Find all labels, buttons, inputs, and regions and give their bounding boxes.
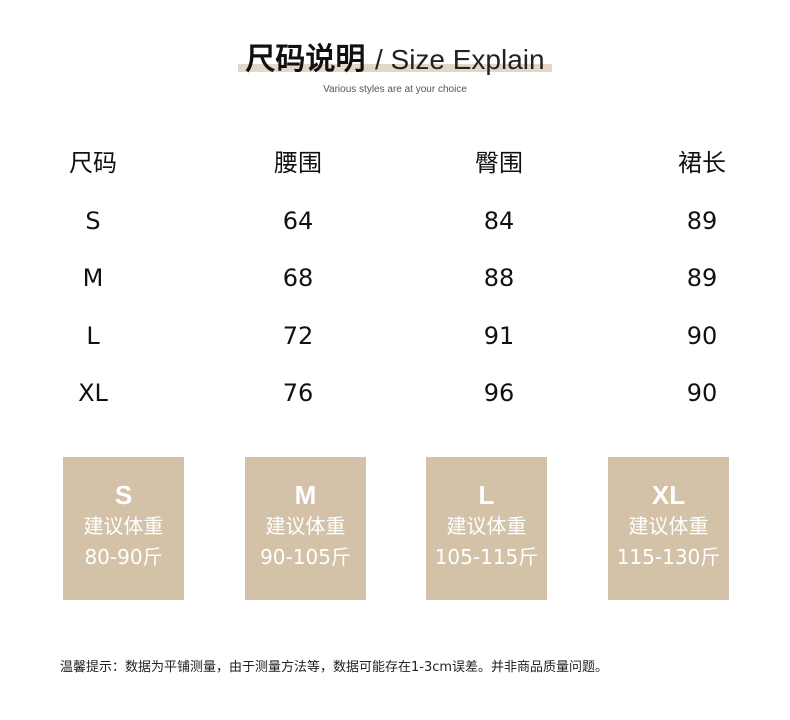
table-cell: 89 [686, 207, 718, 235]
card-size: M [294, 480, 317, 510]
table-cell: 90 [686, 379, 718, 407]
card-label: 建议体重 [446, 514, 527, 538]
table-cell: 91 [483, 322, 515, 350]
table-cell: 88 [483, 264, 515, 292]
card-label: 建议体重 [628, 514, 709, 538]
table-cell: 84 [483, 207, 515, 235]
weight-card: M 建议体重 90-105斤 [245, 457, 366, 600]
card-size: S [114, 480, 133, 510]
card-range: 105-115斤 [434, 545, 539, 569]
table-cell: 64 [282, 207, 314, 235]
table-cell: L [86, 322, 100, 350]
table-cell: XL [78, 379, 108, 407]
card-range: 80-90斤 [84, 545, 163, 569]
weight-card: L 建议体重 105-115斤 [426, 457, 547, 600]
column-header: 尺码 [69, 149, 117, 177]
measurement-note: 温馨提示：数据为平铺测量，由于测量方法等，数据可能存在1-3cm误差。并非商品质… [60, 660, 609, 675]
column-header: 臀围 [475, 149, 523, 177]
card-range: 90-105斤 [260, 545, 351, 569]
subtitle: Various styles are at your choice [323, 84, 467, 95]
card-size: XL [651, 480, 686, 510]
card-range: 115-130斤 [616, 545, 721, 569]
title-zh: 尺码说明 [245, 42, 366, 77]
page-title: 尺码说明 / Size Explain [0, 34, 790, 78]
table-cell: 90 [686, 322, 718, 350]
card-size: L [478, 480, 495, 510]
weight-card: XL 建议体重 115-130斤 [608, 457, 729, 600]
card-label: 建议体重 [265, 514, 346, 538]
table-cell: 68 [282, 264, 314, 292]
card-label: 建议体重 [83, 514, 164, 538]
column-header: 裙长 [678, 149, 726, 177]
title-en: / Size Explain [374, 44, 545, 75]
table-cell: M [82, 264, 104, 292]
column-header: 腰围 [274, 149, 322, 177]
table-cell: 89 [686, 264, 718, 292]
table-cell: 76 [282, 379, 314, 407]
title-underline [238, 64, 552, 72]
table-cell: 96 [483, 379, 515, 407]
table-cell: S [85, 207, 101, 235]
table-cell: 72 [282, 322, 314, 350]
weight-card: S 建议体重 80-90斤 [63, 457, 184, 600]
